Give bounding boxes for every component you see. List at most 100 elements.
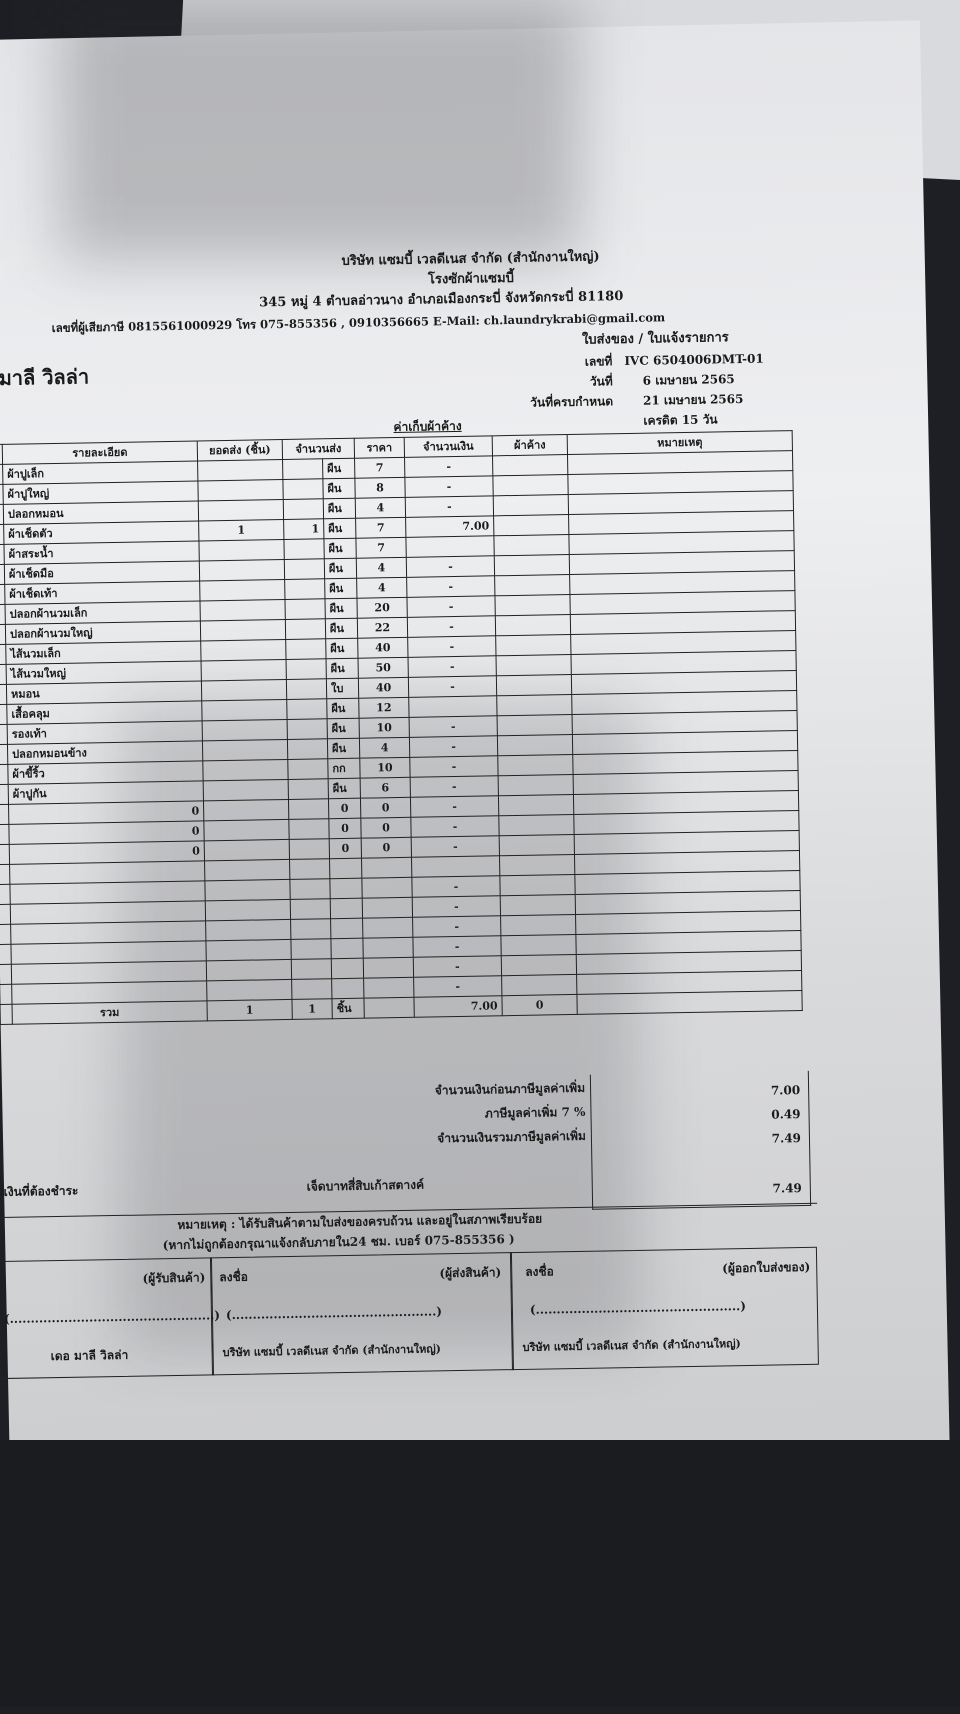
item-pending [499, 834, 575, 856]
dark-table-surface [0, 1440, 960, 1706]
item-amount: - [410, 775, 499, 798]
signature-sign-label: ลงชื่อ [219, 1269, 248, 1285]
total-pending: 0 [501, 994, 578, 1016]
item-sent-count [205, 899, 291, 921]
item-price: 20 [356, 597, 408, 619]
item-price: 4 [356, 577, 407, 599]
item-pending [494, 594, 571, 616]
item-unit: 0 [328, 798, 361, 819]
payable-words: เจ็ดบาทสี่สิบเก้าสตางค์ [306, 1177, 425, 1194]
item-amount: - [409, 735, 498, 758]
item-quantity [285, 618, 326, 640]
total-sent: 1 [206, 999, 293, 1021]
item-sent-count [202, 719, 288, 741]
item-price: 8 [354, 477, 406, 499]
row-marker [0, 884, 11, 905]
item-quantity [291, 958, 332, 980]
item-pending [493, 494, 569, 516]
item-quantity [282, 478, 324, 500]
customer-name: มาลี วิลล่า [0, 364, 90, 390]
item-unit: 0 [328, 818, 362, 839]
item-sent-count [201, 659, 287, 681]
vat-value: 0.49 [771, 1107, 801, 1122]
item-quantity: 1 [283, 518, 324, 540]
item-quantity [290, 898, 331, 920]
item-unit: ผืน [325, 638, 359, 659]
item-amount: 7.00 [405, 515, 494, 538]
item-pending [495, 614, 571, 636]
meta-label [513, 412, 613, 434]
item-sent-count [199, 599, 286, 621]
item-quantity [283, 538, 325, 560]
signature-role: (ผู้ส่งสินค้า) [439, 1265, 502, 1281]
item-pending [492, 454, 568, 476]
item-price: 7 [354, 457, 405, 479]
item-price [362, 937, 414, 959]
item-sent-count [200, 639, 287, 661]
item-unit: ผืน [324, 598, 358, 619]
item-unit [330, 898, 363, 919]
signature-org: บริษัท แซมบี้ เวลดีเนส จำกัด (สำนักงานให… [222, 1342, 441, 1360]
item-sent-count [203, 799, 289, 821]
item-sent-count [200, 619, 286, 641]
item-sent-count [199, 579, 285, 601]
item-amount: - [413, 955, 502, 978]
item-pending [500, 914, 576, 936]
item-sent-count [202, 739, 288, 761]
item-pending [493, 534, 570, 556]
item-unit: ผืน [323, 538, 357, 559]
subtotal-value: 7.00 [770, 1083, 801, 1098]
row-marker [0, 804, 9, 825]
item-price [362, 917, 413, 939]
signature-issuer: ลงชื่อ (ผู้ออกใบส่งของ) (...............… [509, 1246, 819, 1371]
item-amount: - [404, 455, 493, 478]
item-price: 10 [359, 717, 410, 739]
signature-sender: ลงชื่อ (ผู้ส่งสินค้า) (.................… [209, 1252, 514, 1376]
item-unit: ผืน [323, 518, 356, 539]
header-cell: จำนวนส่ง [282, 438, 355, 460]
note-line-2: (หากไม่ถูกต้องกรุณาแจ้งกลับภายใน24 ชม. เ… [162, 1232, 515, 1253]
credit-term: เครดิต 15 วัน [643, 412, 718, 428]
item-pending [497, 754, 574, 776]
item-quantity [286, 658, 327, 680]
total-qty: 1 [291, 998, 333, 1020]
item-pending [493, 514, 569, 536]
item-price: 22 [357, 617, 408, 639]
item-pending [494, 554, 570, 576]
item-pending [495, 654, 572, 676]
item-amount: - [411, 875, 501, 898]
item-price: 6 [360, 777, 411, 799]
item-unit: ผืน [324, 578, 357, 599]
item-unit: ผืน [325, 618, 358, 639]
header-cell: ราคา [354, 437, 405, 459]
item-pending [497, 714, 573, 736]
signature-receiver: (ผู้รับสินค้า) (........................… [0, 1257, 220, 1380]
item-sent-count [198, 539, 285, 561]
item-quantity [283, 498, 324, 520]
row-marker [0, 944, 12, 965]
item-pending [498, 814, 575, 836]
item-sent-count [204, 879, 291, 901]
meta-label: วันที่ [589, 374, 613, 389]
item-sent-count [201, 699, 288, 721]
item-pending [494, 574, 570, 596]
signature-name-line: (.......................................… [529, 1299, 747, 1317]
item-quantity [290, 938, 332, 960]
signature-name-line: (.......................................… [3, 1308, 221, 1326]
total-unit: ชิ้น [331, 998, 365, 1019]
item-sent-count [203, 819, 290, 841]
item-amount: - [409, 715, 498, 738]
item-price: 40 [358, 677, 409, 699]
payable-label: จำนวนเงินที่ต้องชำระ [0, 1183, 79, 1200]
item-price: 7 [355, 537, 407, 559]
signature-role: (ผู้รับสินค้า) [142, 1270, 206, 1286]
item-unit: ผืน [322, 458, 355, 479]
item-pending [496, 694, 573, 716]
item-amount: - [406, 575, 495, 598]
item-quantity [287, 738, 328, 760]
item-pending [495, 634, 571, 656]
invoice-meta: เลขที่ IVC 6504006DMT-01 วันที่ 6 เมษายน 2… [512, 349, 783, 434]
item-sent-count [202, 759, 289, 781]
item-sent-count [206, 959, 292, 981]
